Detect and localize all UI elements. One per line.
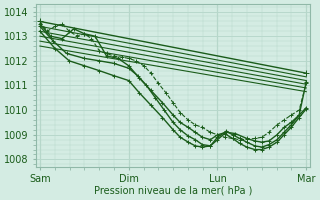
X-axis label: Pression niveau de la mer( hPa ): Pression niveau de la mer( hPa )	[94, 186, 252, 196]
